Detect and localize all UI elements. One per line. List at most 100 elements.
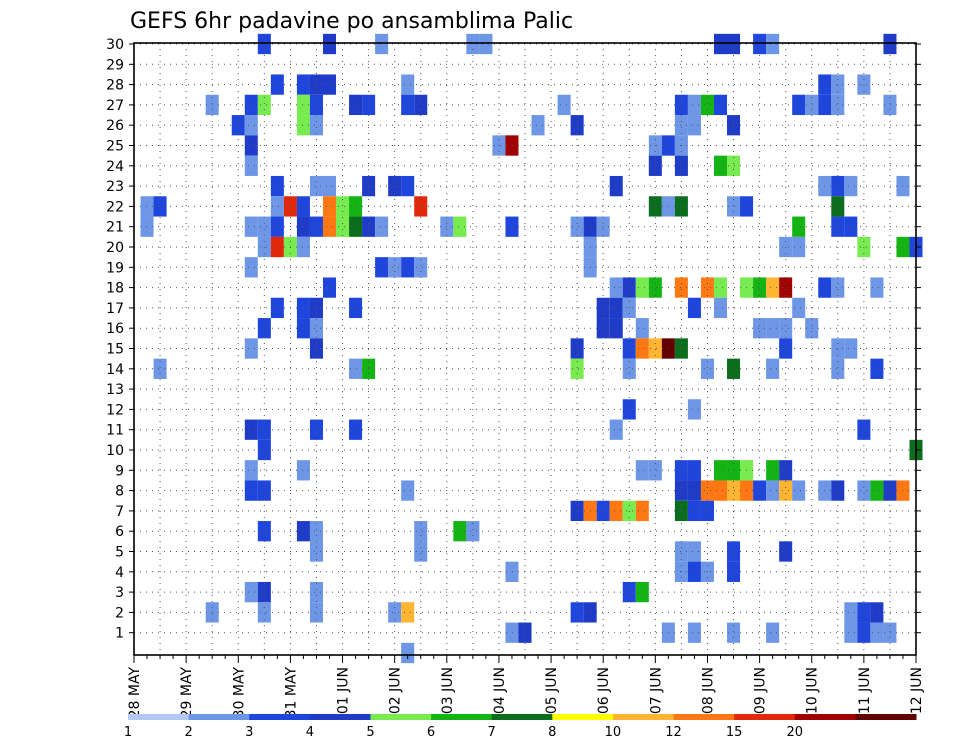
heatmap-cell bbox=[687, 94, 701, 116]
heatmap-cell bbox=[349, 94, 363, 116]
heatmap-cell bbox=[309, 175, 323, 197]
heatmap-cell bbox=[870, 277, 884, 298]
y-tick-label: 12 bbox=[106, 402, 124, 418]
heatmap-cell bbox=[244, 115, 258, 136]
cells-layer bbox=[140, 33, 923, 664]
heatmap-cell bbox=[401, 74, 415, 95]
x-tick-label: 02 JUN bbox=[388, 667, 404, 714]
heatmap-cell bbox=[622, 500, 636, 522]
legend-swatch bbox=[188, 714, 250, 720]
heatmap-cell bbox=[257, 521, 271, 542]
legend-swatch bbox=[128, 714, 190, 720]
y-tick-label: 25 bbox=[106, 139, 124, 155]
heatmap-cell bbox=[857, 419, 871, 440]
heatmap-cell bbox=[648, 460, 662, 481]
heatmap-cell bbox=[336, 196, 350, 217]
heatmap-cell bbox=[309, 338, 323, 359]
heatmap-cell bbox=[270, 74, 284, 95]
x-tick-label: 05 JUN bbox=[544, 667, 560, 714]
heatmap-cell bbox=[257, 216, 271, 237]
y-tick-label: 16 bbox=[106, 321, 124, 337]
heatmap-cell bbox=[388, 602, 402, 623]
heatmap-cell bbox=[753, 318, 767, 339]
heatmap-cell bbox=[831, 94, 845, 116]
heatmap-cell bbox=[687, 460, 701, 481]
heatmap-cell bbox=[609, 318, 623, 339]
heatmap-cell bbox=[727, 541, 741, 562]
heatmap-cell bbox=[388, 175, 402, 197]
heatmap-cell bbox=[648, 196, 662, 217]
heatmap-cell bbox=[844, 602, 858, 623]
heatmap-cell bbox=[388, 257, 402, 278]
heatmap-cell bbox=[570, 500, 584, 522]
heatmap-cell bbox=[609, 297, 623, 319]
heatmap-cell bbox=[375, 257, 389, 278]
heatmap-cell bbox=[766, 358, 780, 379]
heatmap-cell bbox=[831, 480, 845, 501]
heatmap-cell bbox=[674, 480, 688, 501]
x-tick-label: 07 JUN bbox=[648, 667, 664, 714]
y-tick-label: 11 bbox=[106, 423, 124, 439]
heatmap-cell bbox=[296, 216, 310, 237]
heatmap-cell bbox=[622, 581, 636, 603]
legend-swatch bbox=[734, 714, 796, 720]
legend-swatch bbox=[431, 714, 493, 720]
legend-label: 4 bbox=[306, 725, 314, 740]
heatmap-cell bbox=[674, 338, 688, 359]
heatmap-cell bbox=[648, 155, 662, 176]
heatmap-cell bbox=[414, 94, 428, 116]
heatmap-cell bbox=[792, 480, 806, 501]
heatmap-cell bbox=[609, 175, 623, 197]
heatmap-cell bbox=[713, 460, 728, 481]
y-tick-label: 26 bbox=[106, 118, 124, 134]
heatmap-cell bbox=[844, 622, 858, 643]
heatmap-cell bbox=[296, 297, 310, 319]
heatmap-cell bbox=[870, 480, 884, 501]
heatmap-cell bbox=[270, 297, 284, 319]
legend-swatch bbox=[370, 714, 432, 720]
heatmap-cell bbox=[713, 277, 728, 298]
heatmap-cell bbox=[505, 135, 519, 156]
y-tick-label: 8 bbox=[115, 484, 124, 500]
heatmap-cell bbox=[857, 602, 871, 623]
heatmap-cell bbox=[883, 94, 897, 116]
y-tick-label: 15 bbox=[106, 342, 124, 358]
heatmap-cell bbox=[505, 561, 519, 582]
heatmap-cell bbox=[727, 622, 741, 643]
heatmap-cell bbox=[309, 419, 323, 440]
heatmap-cell bbox=[687, 297, 701, 319]
heatmap-cell bbox=[466, 521, 480, 542]
heatmap-cell bbox=[557, 94, 571, 116]
heatmap-cell bbox=[414, 257, 428, 278]
heatmap-cell bbox=[831, 277, 845, 298]
y-tick-label: 2 bbox=[115, 605, 124, 621]
y-tick-label: 29 bbox=[106, 57, 124, 73]
y-tick-label: 7 bbox=[115, 504, 124, 520]
y-tick-label: 17 bbox=[106, 301, 124, 317]
heatmap-cell bbox=[687, 541, 701, 562]
y-tick-label: 27 bbox=[106, 98, 124, 114]
heatmap-cell bbox=[870, 358, 884, 379]
chart-title: GEFS 6hr padavine po ansamblima Palic bbox=[130, 9, 573, 34]
x-tick-label: 01 JUN bbox=[336, 667, 352, 714]
heatmap-cell bbox=[700, 94, 714, 116]
heatmap-cell bbox=[349, 358, 363, 379]
heatmap-cell bbox=[727, 358, 741, 379]
heatmap-cell bbox=[713, 94, 728, 116]
heatmap-cell bbox=[792, 236, 806, 258]
heatmap-cell bbox=[674, 155, 688, 176]
heatmap-cell bbox=[244, 581, 258, 603]
legend-label: 20 bbox=[786, 725, 803, 740]
heatmap-cell bbox=[805, 94, 819, 116]
legend-swatch bbox=[673, 714, 735, 720]
heatmap-cell bbox=[570, 358, 584, 379]
heatmap-cell bbox=[687, 622, 701, 643]
heatmap-cell bbox=[296, 318, 310, 339]
heatmap-cell bbox=[479, 33, 493, 55]
heatmap-cell bbox=[231, 115, 245, 136]
heatmap-cell bbox=[349, 216, 363, 237]
heatmap-cell bbox=[375, 33, 389, 55]
heatmap-cell bbox=[414, 521, 428, 542]
